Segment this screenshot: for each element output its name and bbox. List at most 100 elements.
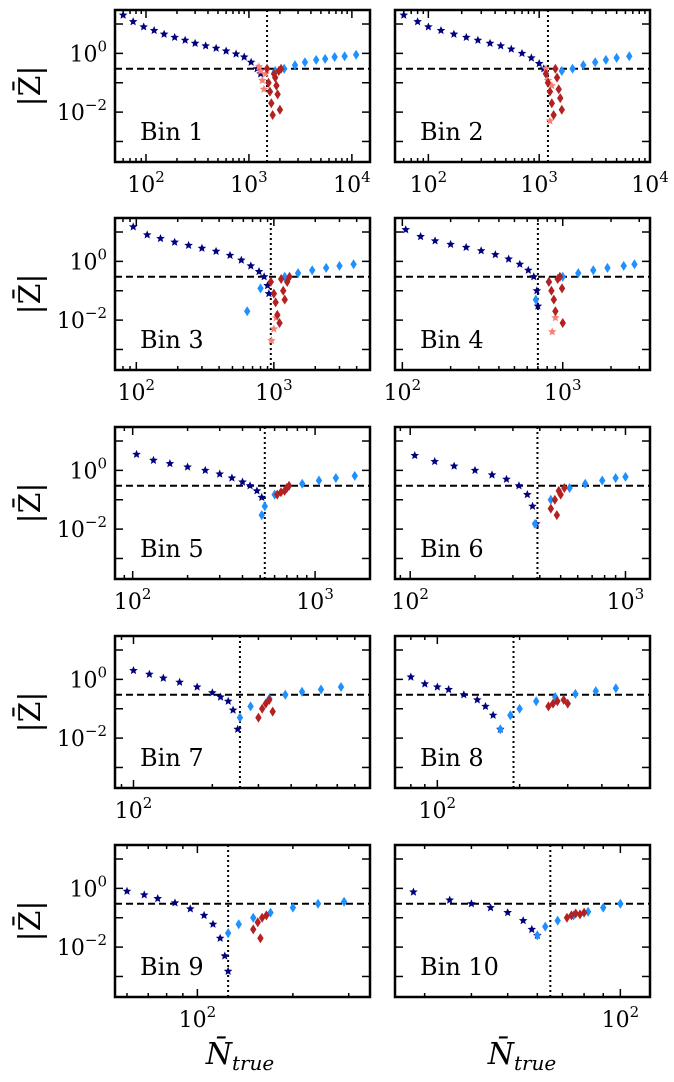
light-diamond-marker <box>620 260 627 271</box>
star-marker <box>128 222 138 231</box>
y-tick-label: 10−2 <box>57 304 107 334</box>
bin-label: Bin 2 <box>420 118 484 146</box>
x-tick-base: 10 <box>602 1008 630 1033</box>
star-marker <box>518 916 528 925</box>
star-marker <box>156 234 165 243</box>
star-marker <box>199 910 209 920</box>
dark-diamond-marker <box>568 910 575 921</box>
x-tick-exponent: 2 <box>438 168 448 186</box>
star-marker <box>534 59 544 68</box>
y-tick-label: 100 <box>69 454 107 484</box>
ylabel-row-1: |Z̄| <box>12 65 48 106</box>
dark-diamond-marker <box>281 294 288 305</box>
dark-diamond-marker <box>286 271 293 282</box>
dark-diamond-marker <box>257 933 264 944</box>
dark-diamond-marker <box>558 283 566 294</box>
dark-diamond-marker <box>270 288 278 299</box>
dark-diamond-marker <box>266 86 274 97</box>
light-diamond-marker <box>299 478 306 489</box>
light-diamond-marker <box>612 683 620 694</box>
panel-bin-10: 102 Bin 10 <box>393 843 652 1033</box>
star-marker <box>506 44 516 53</box>
y-tick-exponent: 0 <box>97 37 107 55</box>
dark-diamond-marker <box>280 285 287 296</box>
x-tick-label: 102 <box>127 168 165 198</box>
dark-diamond-marker <box>263 910 270 921</box>
light-diamond-marker <box>613 52 620 63</box>
star-marker <box>430 457 439 466</box>
x-tick-exponent: 2 <box>146 376 156 394</box>
x-tick-exponent: 2 <box>207 1003 217 1021</box>
x-tick-base: 10 <box>255 381 283 406</box>
panel-frame <box>393 216 652 372</box>
star-marker <box>197 243 207 252</box>
xlabel-right-sub: true <box>514 1051 556 1075</box>
light-diamond-marker <box>591 57 599 68</box>
y-tick-exponent: −2 <box>85 304 107 322</box>
star-marker <box>424 22 433 31</box>
x-tick-base: 10 <box>631 173 659 198</box>
star-marker <box>487 470 497 479</box>
x-tick-exponent: 2 <box>447 794 457 812</box>
light-diamond-marker <box>542 921 549 932</box>
star-marker <box>211 246 221 255</box>
panel-bin-8: 102 Bin 8 <box>393 634 652 824</box>
y-tick-exponent: −2 <box>85 513 107 531</box>
star-marker <box>485 38 495 47</box>
dark-diamond-marker <box>552 63 559 74</box>
light-diamond-marker <box>317 684 325 695</box>
light-diamond-marker <box>581 478 589 489</box>
x-tick-base: 10 <box>333 173 361 198</box>
panel-frame <box>113 634 372 790</box>
light-diamond-marker <box>612 473 619 484</box>
dark-diamond-marker <box>267 276 274 287</box>
light-diamond-marker <box>257 283 264 294</box>
dark-diamond-marker <box>254 917 261 928</box>
x-tick-base: 10 <box>118 381 146 406</box>
dark-diamond-marker <box>557 93 564 104</box>
star-marker <box>159 673 168 682</box>
star-marker <box>406 672 416 681</box>
light-diamond-marker <box>572 688 579 699</box>
y-tick-exponent: −2 <box>85 931 107 949</box>
star-marker <box>223 966 233 975</box>
star-marker <box>118 10 128 19</box>
dark-diamond-marker <box>544 77 552 88</box>
light-diamond-marker <box>332 473 340 484</box>
dark-diamond-marker <box>552 306 559 317</box>
light-diamond-marker <box>336 260 343 271</box>
light-diamond-marker <box>507 710 514 721</box>
light-diamond-marker <box>331 52 338 63</box>
dark-diamond-marker <box>266 694 273 705</box>
star-marker <box>145 669 154 678</box>
salmon-star-marker <box>551 313 560 322</box>
star-marker <box>221 46 231 55</box>
star-marker <box>239 52 249 61</box>
panel-frame <box>393 843 652 999</box>
x-tick-label: 102 <box>419 794 457 824</box>
star-marker <box>245 481 255 490</box>
light-diamond-marker <box>341 51 348 62</box>
x-tick-exponent: 2 <box>143 794 153 812</box>
star-marker <box>476 246 486 255</box>
bin-label: Bin 7 <box>140 744 204 772</box>
dark-diamond-marker <box>572 908 579 919</box>
salmon-star-marker <box>261 69 270 78</box>
x-tick-label: 102 <box>602 1003 640 1033</box>
panel-frame <box>393 425 652 581</box>
light-diamond-marker <box>350 259 357 270</box>
star-marker <box>153 894 163 903</box>
x-tick-label: 102 <box>410 168 448 198</box>
ylabel-row-4: |Z̄| <box>12 691 48 732</box>
x-tick-label: 102 <box>115 794 153 824</box>
light-diamond-marker <box>308 265 316 276</box>
star-marker <box>180 35 190 44</box>
x-tick-exponent: 2 <box>630 1003 640 1021</box>
ylabel-row-2: |Z̄| <box>12 273 48 314</box>
light-diamond-marker <box>532 696 540 707</box>
star-marker <box>252 486 262 495</box>
star-marker <box>228 705 238 714</box>
